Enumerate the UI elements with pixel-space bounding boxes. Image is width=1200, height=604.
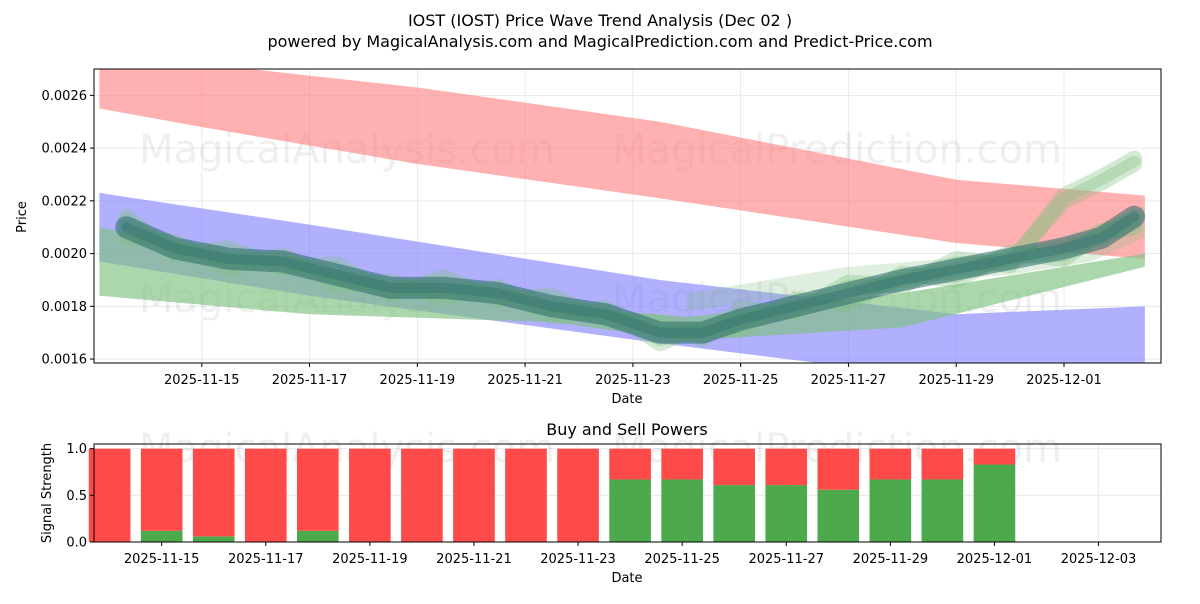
price-y-label: Price xyxy=(15,201,30,233)
signal-x-axis: 2025-11-15 2025-11-17 2025-11-19 2025-11-21… xyxy=(124,542,1136,567)
sell-bar xyxy=(140,448,183,531)
sell-bar xyxy=(869,448,912,480)
sell-bar xyxy=(609,448,651,480)
upper-trend-band xyxy=(686,206,1145,312)
signal-x-label: Date xyxy=(611,571,642,586)
price-panel: MagicalAnalysis.com MagicalPrediction.co… xyxy=(15,68,1162,407)
price-wave-center xyxy=(121,211,1140,338)
lower-trend-band xyxy=(99,227,1145,341)
signal-plot-frame xyxy=(93,443,1162,543)
buy-bar xyxy=(661,479,703,542)
price-x-tick-label: 2025-11-21 xyxy=(487,373,563,388)
signal-x-tick-label: 2025-11-25 xyxy=(644,552,720,567)
buy-bar xyxy=(765,485,808,542)
price-x-tick-label: 2025-11-27 xyxy=(811,373,887,388)
signal-x-tick-label: 2025-11-29 xyxy=(853,552,929,567)
price-y-tick-label: 0.0018 xyxy=(42,300,88,315)
signal-y-label: Signal Strength xyxy=(40,443,55,543)
sell-bar xyxy=(557,448,599,542)
price-y-tick-label: 0.0016 xyxy=(42,353,88,368)
price-x-tick-label: 2025-11-19 xyxy=(380,373,456,388)
price-x-tick-label: 2025-11-25 xyxy=(703,373,779,388)
sell-bar xyxy=(244,448,287,542)
buy-bar xyxy=(609,479,651,542)
signal-x-tick-label: 2025-11-23 xyxy=(540,552,616,567)
signal-title: Buy and Sell Powers xyxy=(546,420,708,439)
price-wave-core xyxy=(115,205,1146,344)
price-x-tick-label: 2025-11-29 xyxy=(918,373,994,388)
sell-bar xyxy=(296,448,339,531)
sell-bar xyxy=(973,448,1016,465)
signal-x-tick-label: 2025-12-03 xyxy=(1061,552,1137,567)
signal-x-tick-label: 2025-11-19 xyxy=(332,552,408,567)
buy-bar xyxy=(973,464,1016,542)
buy-bar xyxy=(817,489,860,542)
signal-y-tick-label: 1.0 xyxy=(66,442,87,457)
price-x-label: Date xyxy=(611,392,642,407)
sell-bar xyxy=(453,448,495,542)
signal-bars xyxy=(88,448,1016,542)
signal-x-tick-label: 2025-11-21 xyxy=(436,552,512,567)
sell-bar xyxy=(349,448,391,542)
sell-bar xyxy=(505,448,547,542)
sell-bar xyxy=(88,448,131,542)
price-y-tick-label: 0.0024 xyxy=(42,142,88,157)
price-x-tick-label: 2025-12-01 xyxy=(1026,373,1102,388)
chart-title: IOST (IOST) Price Wave Trend Analysis (D… xyxy=(408,11,792,30)
sell-bar xyxy=(817,448,860,490)
signal-x-tick-label: 2025-11-15 xyxy=(124,552,200,567)
price-y-tick-label: 0.0026 xyxy=(42,89,88,104)
price-x-axis: 2025-11-15 2025-11-17 2025-11-19 2025-11-21… xyxy=(164,363,1102,388)
price-y-tick-label: 0.0020 xyxy=(42,247,88,262)
buy-bar xyxy=(713,485,756,542)
sell-bar xyxy=(765,448,808,486)
signal-x-tick-label: 2025-11-27 xyxy=(748,552,824,567)
buy-bar xyxy=(140,530,183,542)
buy-bar xyxy=(869,479,912,542)
price-series xyxy=(99,69,1146,363)
price-y-axis: 0.0016 0.0018 0.0020 0.0022 0.0024 0.0026 xyxy=(42,89,94,368)
buy-bar xyxy=(192,536,235,542)
signal-x-tick-label: 2025-12-01 xyxy=(957,552,1033,567)
price-y-tick-label: 0.0022 xyxy=(42,194,88,209)
price-x-tick-label: 2025-11-15 xyxy=(164,373,240,388)
price-x-tick-label: 2025-11-23 xyxy=(595,373,671,388)
sell-bar xyxy=(921,448,964,480)
signal-x-tick-label: 2025-11-17 xyxy=(228,552,304,567)
signal-y-axis: 0.0 0.5 1.0 xyxy=(66,442,94,551)
signal-y-tick-label: 0.5 xyxy=(66,489,87,504)
sell-bar xyxy=(192,448,235,537)
sell-bar xyxy=(713,448,756,486)
sell-bar xyxy=(661,448,703,480)
buy-bar xyxy=(296,530,339,542)
price-x-tick-label: 2025-11-17 xyxy=(272,373,348,388)
signal-panel: Buy and Sell Powers MagicalAnalysis.com … xyxy=(40,420,1162,586)
price-plot-frame xyxy=(93,68,1162,364)
chart-subtitle: powered by MagicalAnalysis.com and Magic… xyxy=(267,32,932,51)
resistance-band xyxy=(99,69,1145,259)
buy-bar xyxy=(921,479,964,542)
signal-y-tick-label: 0.0 xyxy=(66,536,87,551)
sell-bar xyxy=(401,448,443,542)
